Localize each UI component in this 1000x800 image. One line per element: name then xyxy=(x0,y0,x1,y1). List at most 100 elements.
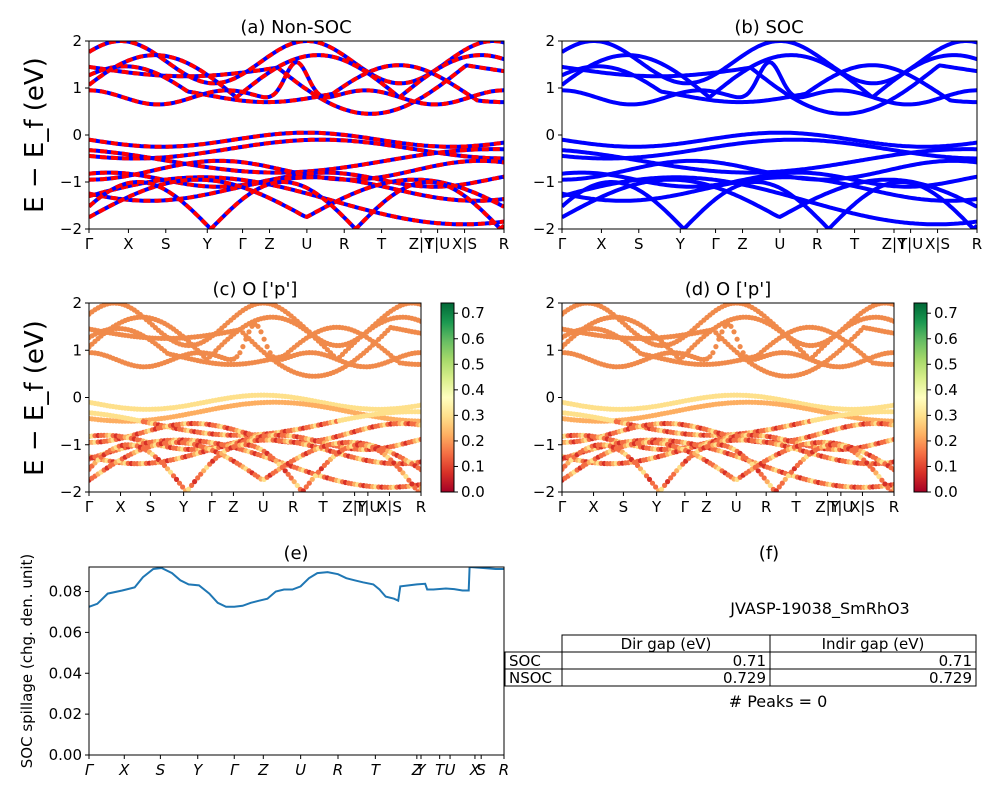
x-tick-label: Y xyxy=(202,235,213,253)
panel-d-plot: 210−1−2Γ X S Y Γ Z U R T Z|YT|UX|S R xyxy=(533,294,899,516)
y-tick-label: 0 xyxy=(545,126,555,144)
colorbar-tick-label: 0.7 xyxy=(934,304,958,322)
band-point xyxy=(716,336,722,342)
band-point xyxy=(258,329,264,335)
band-point xyxy=(418,422,421,428)
y-tick-label: −1 xyxy=(533,436,555,454)
band-point xyxy=(710,350,716,356)
band-point xyxy=(752,464,758,470)
band-point xyxy=(243,336,249,342)
x-tick-label: T|U xyxy=(897,235,923,253)
band-line xyxy=(89,180,504,229)
table-header-indir: Indir gap (eV) xyxy=(822,635,925,653)
band-point xyxy=(761,475,767,481)
x-tick-label: Γ xyxy=(85,761,95,779)
band-point xyxy=(300,488,306,492)
band-point xyxy=(891,318,894,324)
x-tick-label: R xyxy=(339,235,349,253)
band-point xyxy=(161,462,168,469)
panel-a-ylabel: E − E_f (eV) xyxy=(20,57,50,213)
band-point xyxy=(734,336,740,342)
panel-b-title: (b) SOC xyxy=(734,17,803,38)
colorbar-tick-label: 0.0 xyxy=(934,483,958,501)
y-tick-label: 0.04 xyxy=(49,664,82,682)
band-point xyxy=(665,479,671,485)
colorbar-tick-label: 0.4 xyxy=(461,381,485,399)
band-point xyxy=(312,473,318,479)
band-line xyxy=(562,175,977,227)
band-point xyxy=(261,336,267,342)
band-point xyxy=(418,303,421,307)
colorbar-tick-label: 0.1 xyxy=(461,457,485,475)
band-point xyxy=(713,344,719,350)
band-point xyxy=(394,463,400,469)
x-tick-label: Z xyxy=(228,498,238,516)
y-tick-label: 0.02 xyxy=(49,705,82,723)
band-point xyxy=(668,475,674,481)
band-line xyxy=(562,175,977,203)
panel-e-title: (e) xyxy=(283,543,308,564)
band-line xyxy=(89,41,504,86)
band-point xyxy=(634,462,641,469)
band-point xyxy=(282,468,288,474)
panel-c-ylabel: E − E_f (eV) xyxy=(20,320,50,476)
band-point xyxy=(891,402,894,408)
band-point xyxy=(170,473,177,479)
y-tick-label: 1 xyxy=(72,341,82,359)
x-tick-label: Γ xyxy=(238,235,247,253)
band-point xyxy=(186,486,192,492)
band-point xyxy=(891,422,894,428)
x-tick-label: X xyxy=(596,235,606,253)
band-point xyxy=(195,475,201,481)
band-line xyxy=(89,158,504,182)
y-tick-label: 2 xyxy=(72,32,82,50)
x-tick-label: X xyxy=(469,761,481,779)
band-point xyxy=(740,350,746,356)
x-tick-label: X|S xyxy=(925,235,950,253)
band-point xyxy=(418,402,421,408)
band-line xyxy=(562,59,977,107)
y-tick-label: 1 xyxy=(545,79,555,97)
x-tick-label: T xyxy=(435,761,446,779)
panel-d-title: (d) O ['p'] xyxy=(685,279,771,300)
y-tick-label: 0.00 xyxy=(49,746,82,764)
x-tick-label: Γ xyxy=(711,235,720,253)
colorbar-tick-label: 0.3 xyxy=(934,406,958,424)
band-point xyxy=(397,466,403,473)
material-name: JVASP-19038_SmRhO3 xyxy=(729,599,909,619)
band-line xyxy=(89,130,504,149)
x-tick-label: U xyxy=(774,235,785,253)
band-point xyxy=(285,471,291,477)
colorbar-tick-label: 0.2 xyxy=(934,432,958,450)
band-point xyxy=(891,481,894,488)
band-point xyxy=(164,466,171,472)
band-point xyxy=(418,350,421,356)
band-point xyxy=(776,484,782,490)
band-line xyxy=(562,180,977,229)
x-tick-label: U xyxy=(301,235,312,253)
band-point xyxy=(267,350,273,356)
band-point xyxy=(882,481,888,487)
x-tick-label: Y xyxy=(651,498,662,516)
band-line xyxy=(89,63,504,105)
band-point xyxy=(315,469,321,475)
band-point xyxy=(891,361,894,367)
x-tick-label: X|S xyxy=(452,235,477,253)
x-tick-label: Γ xyxy=(230,761,240,779)
x-tick-label: S xyxy=(634,235,644,253)
band-point xyxy=(758,471,764,477)
x-tick-label: S xyxy=(161,235,171,253)
x-tick-label: Y xyxy=(178,498,189,516)
band-point xyxy=(403,473,409,480)
spillage-line xyxy=(89,567,504,608)
band-point xyxy=(879,477,885,483)
band-point xyxy=(180,484,186,490)
band-point xyxy=(418,361,421,367)
band-point xyxy=(885,485,891,491)
peaks-label: # Peaks = 0 xyxy=(729,692,828,711)
band-point xyxy=(237,350,243,356)
band-point xyxy=(409,481,415,487)
x-tick-label: Y xyxy=(416,761,427,779)
band-point xyxy=(891,459,894,465)
colorbar-tick-label: 0.7 xyxy=(461,304,485,322)
